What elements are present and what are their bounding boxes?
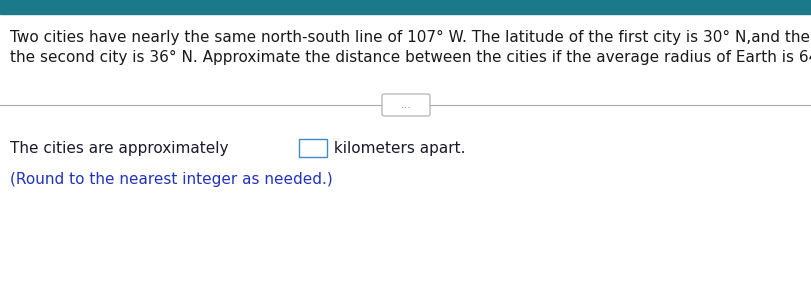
Text: (Round to the nearest integer as needed.): (Round to the nearest integer as needed.…	[10, 172, 333, 187]
Text: the second city is 36° N. Approximate the distance between the cities if the ave: the second city is 36° N. Approximate th…	[10, 50, 811, 65]
Text: ...: ...	[400, 100, 411, 110]
Text: Two cities have nearly the same north-south line of 107° W. The latitude of the : Two cities have nearly the same north-so…	[10, 30, 811, 45]
Bar	[299, 139, 327, 157]
Text: The cities are approximately: The cities are approximately	[10, 140, 233, 156]
FancyBboxPatch shape	[381, 94, 430, 116]
Text: kilometers apart.: kilometers apart.	[328, 140, 466, 156]
Bar	[0, 0, 811, 14]
